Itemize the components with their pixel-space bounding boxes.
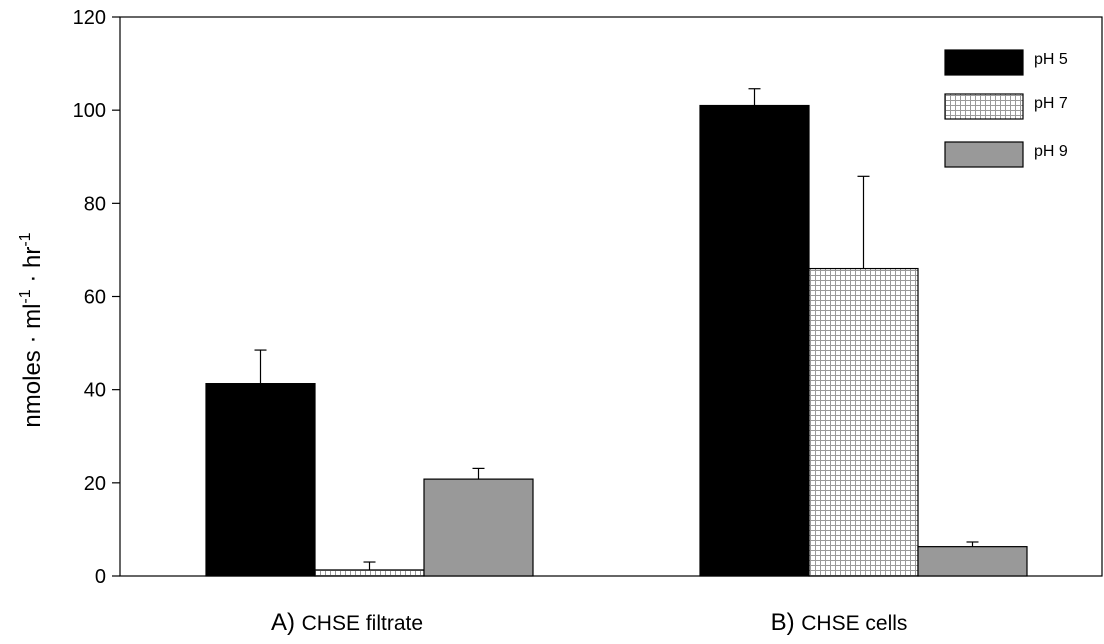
bar-ph7-cells bbox=[808, 267, 919, 577]
x-axis-labels: A) CHSE filtrate B) CHSE cells bbox=[271, 609, 907, 636]
bar-ph5-cells bbox=[699, 104, 810, 577]
y-tick-label: 60 bbox=[84, 287, 106, 309]
y-axis-title: nmoles · ml-1 · hr-1 bbox=[17, 232, 46, 427]
bar-ph7-filtrate bbox=[314, 569, 425, 577]
legend-label: pH 7 bbox=[1034, 95, 1068, 112]
y-tick-label: 120 bbox=[73, 7, 106, 29]
x-category-label: A) CHSE filtrate bbox=[271, 609, 423, 636]
legend-label: pH 9 bbox=[1034, 143, 1068, 160]
y-tick-label: 100 bbox=[73, 100, 106, 122]
y-axis-title-sup2: -1 bbox=[17, 232, 34, 246]
legend-swatch bbox=[944, 141, 1024, 168]
bar-ph5-filtrate bbox=[205, 383, 316, 577]
legend: pH 5 pH 7 pH 9 bbox=[944, 49, 1068, 168]
bar-ph9-cells bbox=[917, 546, 1028, 577]
bar-ph9-filtrate bbox=[423, 478, 534, 577]
y-tick-label: 0 bbox=[95, 566, 106, 588]
y-tick-label: 40 bbox=[84, 380, 106, 402]
bars bbox=[205, 88, 1028, 577]
y-axis-title-sup1: -1 bbox=[17, 289, 34, 303]
y-axis: 0 20 40 60 80 100 120 bbox=[73, 7, 120, 588]
y-tick-label: 80 bbox=[84, 193, 106, 215]
legend-swatch bbox=[944, 49, 1024, 76]
y-tick-label: 20 bbox=[84, 473, 106, 495]
legend-swatch bbox=[944, 93, 1024, 120]
x-category-label: B) CHSE cells bbox=[771, 609, 908, 636]
legend-label: pH 5 bbox=[1034, 51, 1068, 68]
